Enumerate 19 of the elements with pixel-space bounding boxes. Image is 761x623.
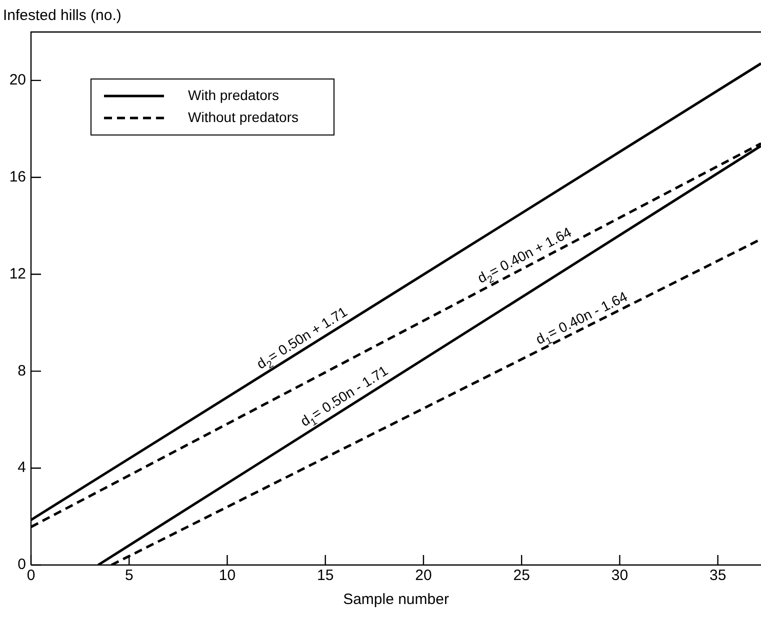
x-tick-label: 15: [317, 567, 334, 584]
y-tick-label: 20: [9, 72, 26, 89]
annotation: d1= 0.40n - 1.64: [533, 288, 630, 348]
x-tick-label: 30: [611, 567, 628, 584]
annotation: d2= 0.40n + 1.64: [474, 224, 574, 286]
x-tick-label: 25: [513, 567, 530, 584]
x-tick-label: 35: [709, 567, 726, 584]
legend-label: Without predators: [188, 108, 298, 125]
y-tick-label: 0: [18, 556, 26, 574]
y-tick-label: 16: [9, 168, 26, 186]
x-tick-label: 5: [124, 567, 134, 584]
x-tick-label: 20: [415, 567, 432, 584]
y-tick-label: 8: [18, 362, 26, 380]
x-axis-title: Sample number: [343, 591, 449, 608]
y-axis-title: Infested hills (no.): [3, 7, 122, 24]
x-tick-label: 10: [218, 567, 236, 584]
y-tick-label: 4: [18, 459, 26, 476]
legend-label: With predators: [188, 86, 280, 103]
y-tick-label: 12: [9, 265, 26, 282]
